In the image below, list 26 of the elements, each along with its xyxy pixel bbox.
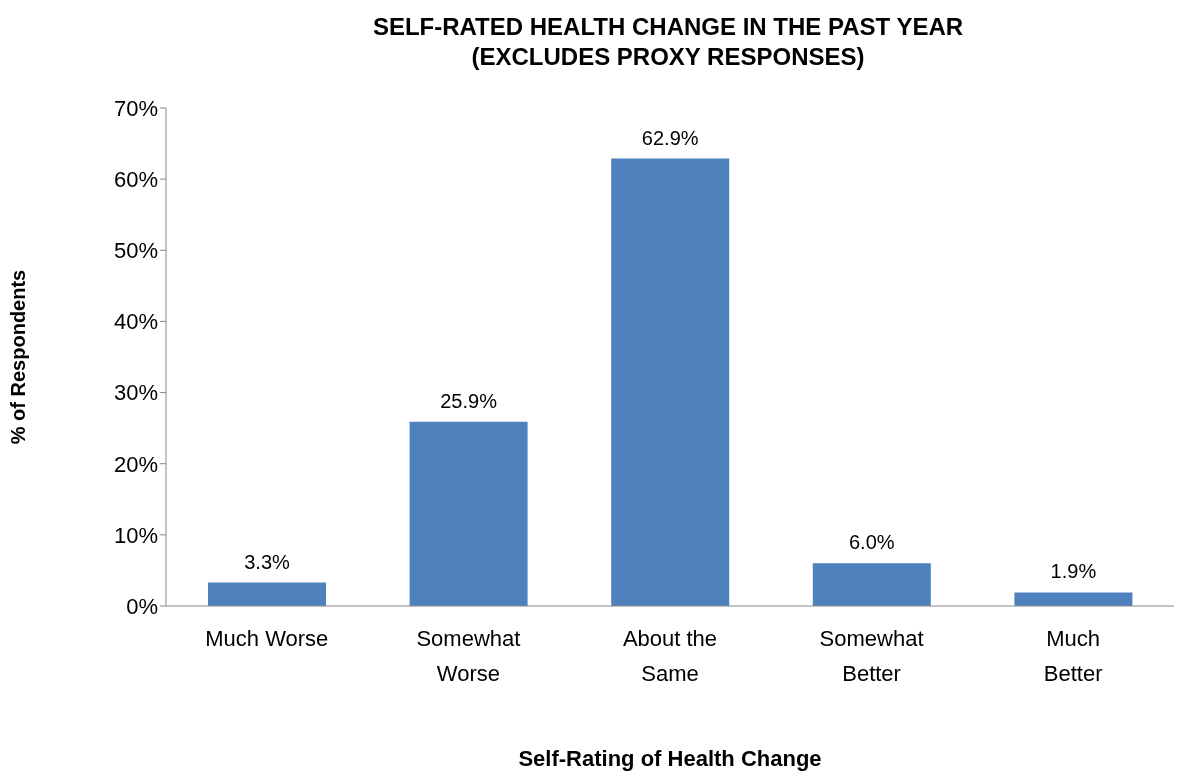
y-tick-label: 10% bbox=[113, 522, 158, 548]
x-tick-label: Somewhat Better bbox=[819, 626, 924, 686]
x-tick-label: Somewhat Worse bbox=[416, 626, 521, 686]
chart-title: SELF-RATED HEALTH CHANGE IN THE PAST YEAR (EXCLUDES PROXY RESPONSES) bbox=[371, 12, 965, 72]
y-tick-label: 60% bbox=[113, 166, 158, 192]
x-tick-label: Much Better bbox=[1043, 626, 1103, 686]
y-tick-label: 0% bbox=[126, 593, 158, 619]
bar bbox=[1014, 592, 1133, 606]
bar bbox=[812, 563, 931, 606]
y-axis-title: % of Respondents bbox=[7, 269, 30, 445]
data-label: 6.0% bbox=[849, 531, 895, 554]
data-label: 1.9% bbox=[1050, 560, 1097, 583]
data-label: 25.9% bbox=[440, 389, 498, 412]
y-tick-label: 20% bbox=[113, 451, 158, 477]
x-axis-title: Self-Rating of Health Change bbox=[518, 746, 822, 771]
y-tick-label: 50% bbox=[113, 238, 158, 264]
y-tick-label: 30% bbox=[113, 380, 158, 406]
data-label: 3.3% bbox=[244, 550, 291, 573]
x-tick-label: Much Worse bbox=[205, 626, 329, 651]
y-tick-label: 70% bbox=[113, 95, 158, 121]
bar bbox=[611, 158, 730, 606]
bar bbox=[208, 582, 326, 606]
data-label: 62.9% bbox=[641, 126, 699, 149]
x-tick-label: About the Same bbox=[622, 626, 718, 686]
y-tick-label: 40% bbox=[113, 309, 158, 335]
bar bbox=[409, 421, 528, 606]
